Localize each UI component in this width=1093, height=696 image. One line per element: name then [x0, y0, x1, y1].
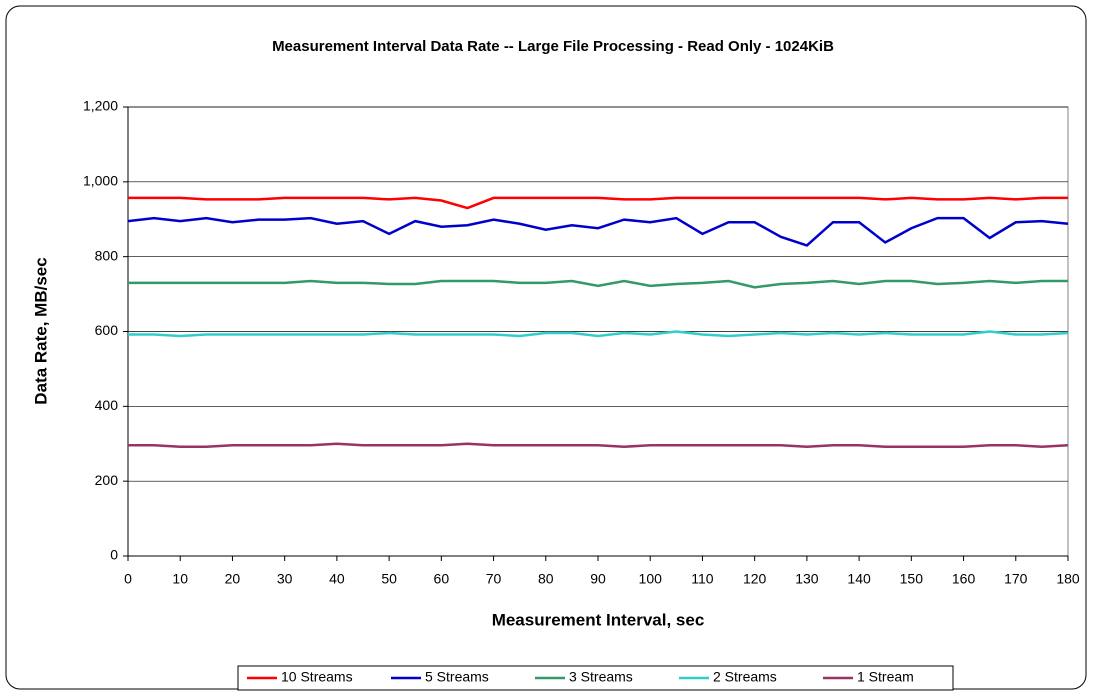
- x-tick-label: 120: [743, 571, 767, 587]
- x-tick-label: 110: [691, 571, 714, 587]
- y-tick-label: 200: [95, 472, 119, 488]
- y-tick-label: 800: [95, 247, 119, 263]
- x-tick-label: 10: [172, 571, 188, 587]
- x-tick-label: 50: [381, 571, 397, 587]
- x-tick-label: 150: [900, 571, 924, 587]
- x-tick-label: 100: [639, 571, 663, 587]
- y-tick-label: 1,200: [83, 98, 118, 114]
- x-tick-label: 180: [1056, 571, 1080, 587]
- x-tick-label: 160: [952, 571, 976, 587]
- x-tick-label: 60: [434, 571, 450, 587]
- x-tick-label: 170: [1004, 571, 1028, 587]
- series-line: [128, 442, 1069, 448]
- series-line: [128, 196, 1068, 210]
- x-tick-label: 40: [329, 571, 345, 587]
- y-tick-label: 0: [110, 547, 118, 563]
- legend-label: 2 Streams: [713, 669, 777, 685]
- x-tick-label: 140: [847, 571, 871, 587]
- y-tick-label: 600: [95, 322, 119, 338]
- y-tick-label: 400: [95, 397, 119, 413]
- y-axis-label: Data Rate, MB/sec: [31, 257, 50, 404]
- series-line: [128, 330, 1069, 338]
- x-tick-label: 30: [277, 571, 293, 587]
- x-axis-label: Measurement Interval, sec: [492, 610, 705, 629]
- legend-label: 3 Streams: [569, 669, 633, 685]
- x-tick-label: 0: [124, 571, 132, 587]
- legend-label: 10 Streams: [281, 669, 353, 685]
- x-tick-label: 130: [795, 571, 819, 587]
- x-tick-label: 80: [538, 571, 554, 587]
- chart-title: Measurement Interval Data Rate -- Large …: [272, 38, 834, 55]
- series-line: [127, 216, 1069, 247]
- legend-label: 5 Streams: [425, 669, 489, 685]
- series-line: [128, 279, 1068, 289]
- x-tick-label: 90: [590, 571, 606, 587]
- x-tick-label: 20: [225, 571, 241, 587]
- y-tick-label: 1,000: [83, 173, 118, 189]
- legend-label: 1 Stream: [857, 669, 914, 685]
- x-tick-label: 70: [486, 571, 502, 587]
